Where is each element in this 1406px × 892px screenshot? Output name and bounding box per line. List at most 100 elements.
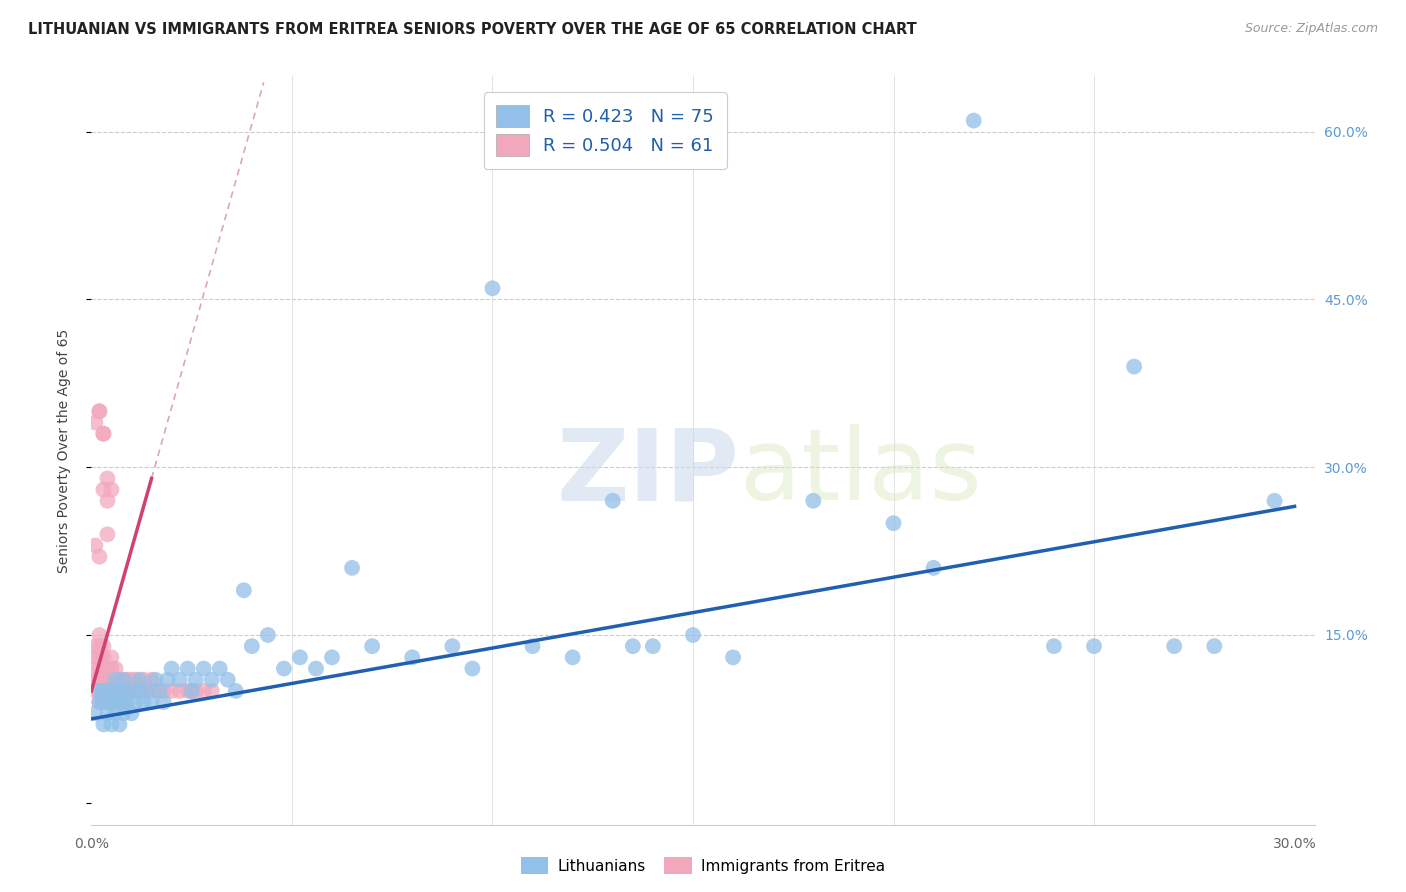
- Point: [89, 661, 111, 675]
- Point: [93, 483, 115, 497]
- Point: [169, 684, 191, 698]
- Point: [148, 684, 170, 698]
- Point: [621, 639, 644, 653]
- Point: [156, 673, 179, 687]
- Point: [93, 695, 115, 709]
- Point: [201, 684, 224, 698]
- Point: [117, 673, 139, 687]
- Point: [108, 684, 131, 698]
- Point: [176, 684, 198, 698]
- Point: [193, 661, 215, 675]
- Point: [193, 684, 215, 698]
- Point: [93, 673, 115, 687]
- Point: [93, 639, 115, 653]
- Point: [84, 684, 107, 698]
- Point: [96, 684, 118, 698]
- Point: [89, 673, 111, 687]
- Point: [84, 539, 107, 553]
- Point: [121, 684, 143, 698]
- Point: [305, 661, 328, 675]
- Point: [801, 493, 824, 508]
- Point: [225, 684, 247, 698]
- Point: [152, 684, 174, 698]
- Point: [1263, 493, 1285, 508]
- Point: [108, 684, 131, 698]
- Point: [184, 684, 207, 698]
- Point: [441, 639, 464, 653]
- Point: [682, 628, 704, 642]
- Point: [128, 684, 150, 698]
- Point: [104, 706, 127, 721]
- Point: [89, 684, 111, 698]
- Point: [273, 661, 295, 675]
- Point: [100, 673, 122, 687]
- Point: [96, 684, 118, 698]
- Point: [93, 684, 115, 698]
- Point: [96, 695, 118, 709]
- Point: [1204, 639, 1226, 653]
- Point: [121, 684, 143, 698]
- Point: [89, 404, 111, 418]
- Point: [461, 661, 484, 675]
- Point: [121, 673, 143, 687]
- Point: [201, 673, 224, 687]
- Point: [136, 684, 159, 698]
- Point: [104, 673, 127, 687]
- Point: [124, 695, 146, 709]
- Point: [108, 695, 131, 709]
- Point: [401, 650, 423, 665]
- Point: [108, 673, 131, 687]
- Point: [89, 695, 111, 709]
- Point: [481, 281, 503, 295]
- Point: [96, 493, 118, 508]
- Point: [176, 661, 198, 675]
- Point: [641, 639, 664, 653]
- Point: [96, 527, 118, 541]
- Point: [132, 695, 155, 709]
- Y-axis label: Seniors Poverty Over the Age of 65: Seniors Poverty Over the Age of 65: [56, 328, 70, 573]
- Point: [100, 684, 122, 698]
- Point: [100, 650, 122, 665]
- Point: [232, 583, 254, 598]
- Point: [108, 695, 131, 709]
- Point: [922, 561, 945, 575]
- Point: [84, 650, 107, 665]
- Point: [84, 661, 107, 675]
- Point: [100, 717, 122, 731]
- Point: [84, 673, 107, 687]
- Point: [240, 639, 263, 653]
- Point: [180, 684, 202, 698]
- Point: [89, 549, 111, 564]
- Point: [257, 628, 280, 642]
- Point: [1043, 639, 1066, 653]
- Point: [288, 650, 311, 665]
- Point: [112, 706, 135, 721]
- Point: [132, 684, 155, 698]
- Point: [112, 684, 135, 698]
- Point: [93, 426, 115, 441]
- Point: [145, 673, 167, 687]
- Point: [1123, 359, 1146, 374]
- Point: [361, 639, 384, 653]
- Point: [104, 661, 127, 675]
- Legend: Lithuanians, Immigrants from Eritrea: Lithuanians, Immigrants from Eritrea: [515, 851, 891, 880]
- Point: [93, 684, 115, 698]
- Point: [141, 695, 163, 709]
- Point: [93, 426, 115, 441]
- Point: [93, 717, 115, 731]
- Point: [100, 695, 122, 709]
- Point: [1083, 639, 1105, 653]
- Point: [602, 493, 624, 508]
- Point: [160, 661, 183, 675]
- Point: [104, 695, 127, 709]
- Point: [104, 695, 127, 709]
- Point: [112, 695, 135, 709]
- Point: [128, 684, 150, 698]
- Point: [89, 404, 111, 418]
- Point: [89, 639, 111, 653]
- Point: [963, 113, 986, 128]
- Point: [112, 673, 135, 687]
- Point: [561, 650, 583, 665]
- Point: [128, 673, 150, 687]
- Point: [136, 684, 159, 698]
